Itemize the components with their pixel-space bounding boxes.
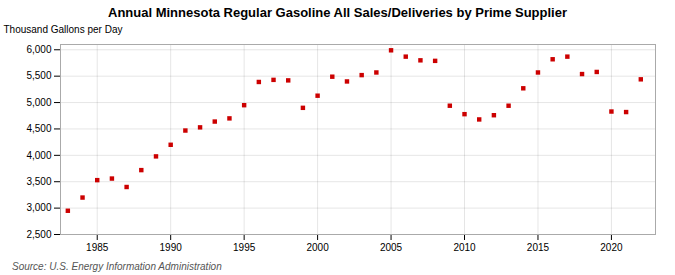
svg-text:2,500: 2,500 <box>26 229 51 240</box>
svg-text:4,500: 4,500 <box>26 123 51 134</box>
svg-text:2005: 2005 <box>380 242 403 253</box>
svg-text:3,500: 3,500 <box>26 176 51 187</box>
svg-text:3,000: 3,000 <box>26 202 51 213</box>
html-text:Source: U.S. Energy Informatio: Source: U.S. Energy Information Administ… <box>12 261 222 272</box>
svg-text:2015: 2015 <box>527 242 550 253</box>
svg-text:Thousand Gallons per Day: Thousand Gallons per Day <box>4 24 123 35</box>
svg-text:1990: 1990 <box>160 242 183 253</box>
svg-text:4,000: 4,000 <box>26 150 51 161</box>
svg-text:1985: 1985 <box>86 242 109 253</box>
svg-text:6,000: 6,000 <box>26 44 51 55</box>
svg-text:2020: 2020 <box>600 242 623 253</box>
svg-text:2010: 2010 <box>453 242 476 253</box>
svg-text:1995: 1995 <box>233 242 256 253</box>
svg-text:2000: 2000 <box>306 242 329 253</box>
svg-text:5,000: 5,000 <box>26 97 51 108</box>
html-text:Annual Minnesota Regular Gasol: Annual Minnesota Regular Gasoline All Sa… <box>108 5 567 20</box>
svg-text:5,500: 5,500 <box>26 70 51 81</box>
